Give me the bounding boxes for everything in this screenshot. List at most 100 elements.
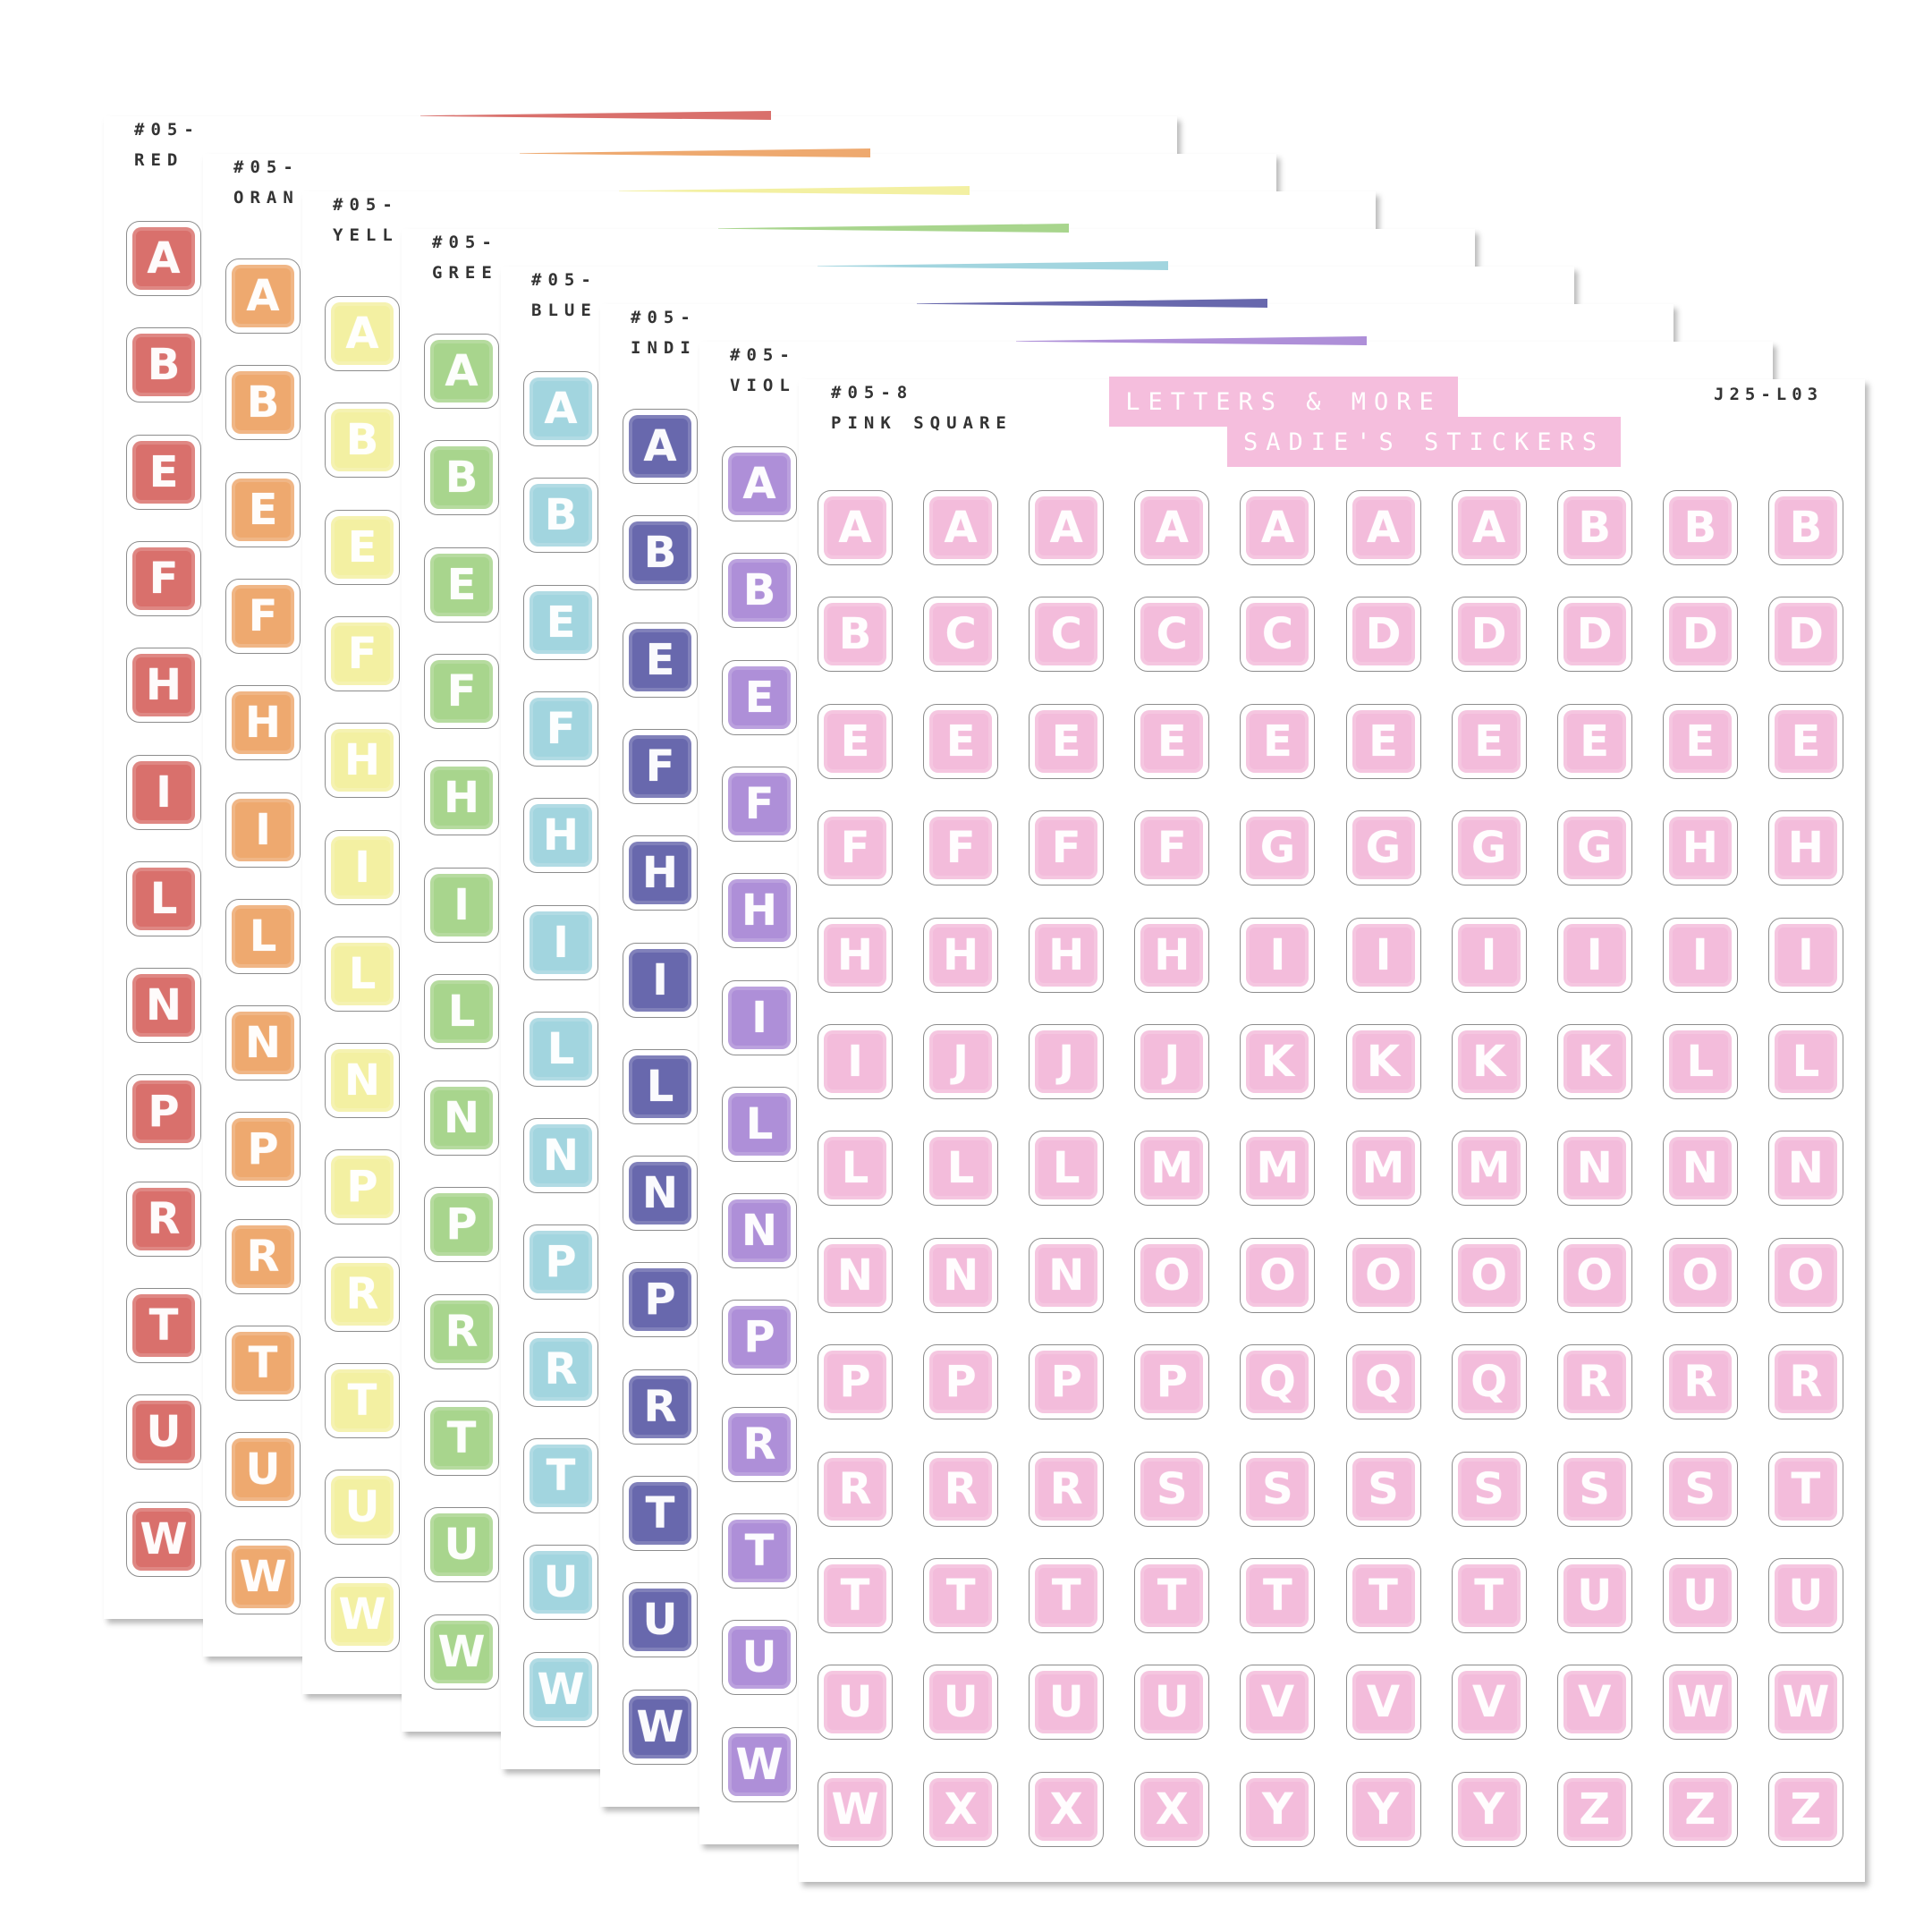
letter-sticker-s: S (1345, 1451, 1421, 1527)
letter-sticker-face: F (430, 659, 493, 723)
letter-sticker-face: N (232, 1012, 294, 1075)
letter-sticker-face: U (1140, 1671, 1204, 1734)
letter-sticker-face: A (824, 496, 886, 559)
sheet-label: #05- VIOL (730, 340, 801, 401)
letter-sticker-b: B (325, 402, 400, 479)
letter-sticker-face: L (232, 904, 294, 968)
letter-sticker-a: A (1345, 490, 1421, 565)
letter-sticker-d: D (1345, 597, 1421, 673)
letter-sticker-face: U (232, 1438, 294, 1502)
letter-sticker-face: A (132, 227, 195, 290)
letter-sticker-u: U (623, 1582, 698, 1658)
letter-sticker-face: P (824, 1351, 886, 1414)
letter-sticker-l: L (1662, 1024, 1738, 1099)
letter-sticker-face: E (824, 709, 886, 773)
letter-sticker-u: U (722, 1620, 797, 1696)
letter-sticker-t: T (1767, 1451, 1843, 1527)
letter-sticker-face: E (728, 665, 791, 729)
letter-sticker-o: O (1345, 1237, 1421, 1313)
letter-sticker-q: Q (1451, 1344, 1527, 1420)
letter-sticker-g: G (1451, 810, 1527, 886)
letter-sticker-l: L (818, 1131, 893, 1207)
letter-sticker-face: L (1774, 1030, 1837, 1093)
sheet-label: #05- RED (134, 114, 206, 175)
letter-sticker-face: V (1352, 1671, 1415, 1734)
letter-sticker-w: W (126, 1501, 201, 1577)
letter-sticker-w: W (1662, 1665, 1738, 1741)
letter-sticker-h: H (424, 760, 499, 836)
letter-sticker-d: D (1662, 597, 1738, 673)
letter-sticker-face: V (1246, 1671, 1309, 1734)
letter-sticker-r: R (623, 1368, 698, 1445)
sheet-label: #05- GREE (432, 227, 504, 288)
letter-sticker-k: K (1240, 1024, 1316, 1099)
letter-sticker-face: B (728, 559, 791, 623)
letter-sticker-t: T (126, 1288, 201, 1363)
letter-sticker-face: P (430, 1193, 493, 1257)
letter-sticker-d: D (1767, 597, 1843, 673)
letter-sticker-p: P (325, 1149, 400, 1225)
letter-sticker-face: F (629, 734, 691, 798)
letter-sticker-face: L (824, 1137, 886, 1200)
accent-line (1016, 336, 1367, 345)
letter-sticker-face: H (430, 767, 493, 830)
letter-sticker-face: N (824, 1243, 886, 1307)
letter-sticker-face: N (132, 974, 195, 1038)
letter-sticker-b: B (623, 515, 698, 591)
letter-sticker-u: U (523, 1545, 598, 1621)
letter-sticker-face: C (1035, 603, 1098, 666)
sheet-label: #05-8 PINK SQUARE (831, 377, 1013, 438)
letter-sticker-c: C (1029, 597, 1105, 673)
letter-sticker-face: B (430, 446, 493, 510)
accent-line (520, 148, 870, 157)
sheet-label: #05- ORAN (233, 152, 305, 213)
letter-sticker-p: P (818, 1344, 893, 1420)
letter-sticker-face: R (1668, 1351, 1732, 1414)
letter-sticker-face: Q (1246, 1351, 1309, 1414)
letter-sticker-face: E (929, 709, 993, 773)
letter-sticker-face: L (132, 867, 195, 930)
letter-sticker-face: U (132, 1401, 195, 1464)
accent-line (917, 299, 1267, 308)
letter-sticker-face: N (1035, 1243, 1098, 1307)
letter-sticker-p: P (424, 1187, 499, 1263)
letter-sticker-face: E (1774, 709, 1837, 773)
letter-sticker-face: R (430, 1300, 493, 1363)
letter-sticker-face: Y (1246, 1777, 1309, 1841)
sheet-label-color: ORAN (233, 188, 300, 208)
letter-sticker-face: S (1352, 1457, 1415, 1521)
letter-sticker-face: P (331, 1156, 394, 1219)
letter-sticker-face: K (1457, 1030, 1521, 1093)
letter-sticker-face: D (1352, 603, 1415, 666)
letter-sticker-o: O (1662, 1237, 1738, 1313)
letter-sticker-l: L (923, 1131, 999, 1207)
letter-sticker-t: T (722, 1513, 797, 1589)
letter-sticker-e: E (722, 659, 797, 735)
letter-sticker-face: E (530, 590, 592, 654)
letter-sticker-d: D (1556, 597, 1632, 673)
letter-sticker-face: A (629, 415, 691, 478)
letter-sticker-r: R (325, 1256, 400, 1332)
letter-sticker-face: O (1774, 1243, 1837, 1307)
sheet-label: #05- BLUE (531, 265, 603, 326)
sheet-label: #05- INDI (631, 302, 702, 363)
letter-sticker-a: A (623, 409, 698, 484)
letter-sticker-z: Z (1556, 1771, 1632, 1847)
letter-sticker-o: O (1451, 1237, 1527, 1313)
letter-sticker-face: H (530, 804, 592, 868)
letter-sticker-face: Y (1457, 1777, 1521, 1841)
letter-sticker-face: W (232, 1545, 294, 1608)
letter-sticker-face: T (824, 1564, 886, 1627)
letter-sticker-p: P (923, 1344, 999, 1420)
letter-sticker-face: A (1457, 496, 1521, 559)
letter-sticker-o: O (1767, 1237, 1843, 1313)
letter-sticker-t: T (325, 1363, 400, 1438)
letter-sticker-face: T (629, 1482, 691, 1545)
letter-sticker-f: F (424, 653, 499, 729)
letter-sticker-l: L (325, 936, 400, 1012)
letter-sticker-face: P (132, 1080, 195, 1144)
letter-sticker-face: H (132, 654, 195, 717)
letter-sticker-h: H (923, 917, 999, 993)
letter-sticker-n: N (1662, 1131, 1738, 1207)
letter-sticker-face: B (132, 334, 195, 397)
